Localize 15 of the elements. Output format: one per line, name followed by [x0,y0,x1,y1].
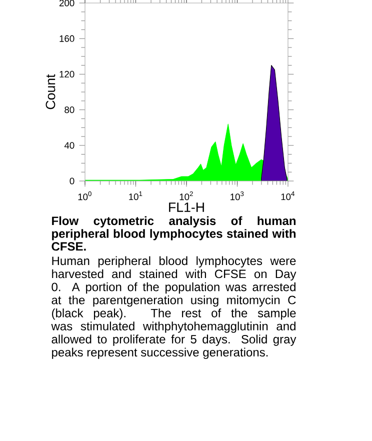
text: Flow cytometric analysis of human peripheral blood lymphocytes stained with CFSE. [52,216,296,251]
y-tick-label: 40 [64,142,74,149]
x-tick-label: 10$^{4}$ [281,191,295,200]
y-tick-label: 0 [70,178,74,184]
y-tick-label: 120 [60,70,74,78]
x-tick-label: 10$^{3}$ [230,191,244,200]
text: Human peripheral blood lymphocytes were harvested and stained with CFSE on Day 0. A portion of the population was arrested at the parentgeneration using mitomycin C (black peak). The rest of the sample was stimulated withphytohemagglutinin and allowed to proliferate for 5 days. Solid gray peaks represent successive generations. [51,256,296,359]
x-tick-label: 10$^{0}$ [78,191,92,200]
y-tick-label: 200 [59,0,74,6]
y-tick-label: 160 [60,35,74,42]
y-axis-title: Count [46,74,56,110]
y-tick-label: 80 [64,106,74,114]
x-tick-label: 10$^{2}$ [180,191,193,200]
x-axis-title: FL1-H [169,202,204,212]
x-tick-label: 10$^{1}$ [129,191,142,200]
